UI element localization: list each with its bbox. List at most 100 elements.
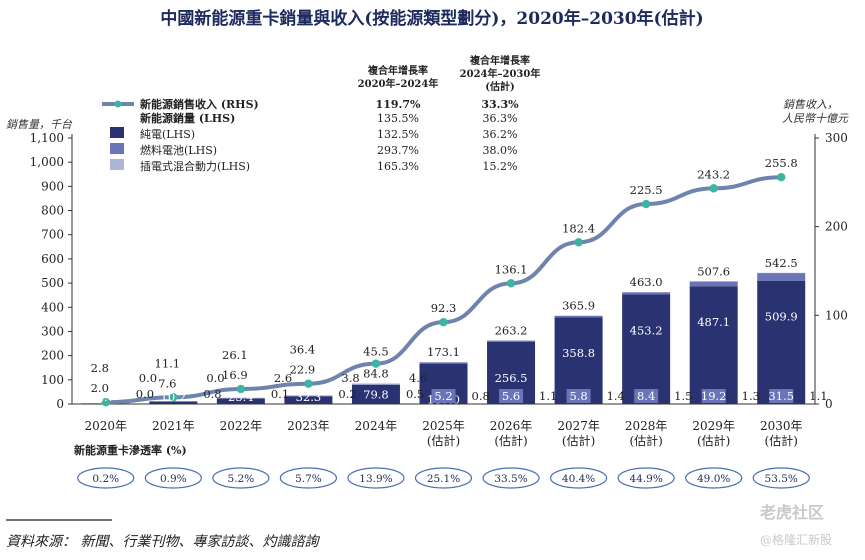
bar-fcev xyxy=(622,292,671,295)
total-value-label: 36.4 xyxy=(290,343,316,357)
x-tick-label: 2022年 xyxy=(220,419,263,433)
revenue-value-label: 182.4 xyxy=(562,221,595,235)
right-tick-label: 0 xyxy=(825,397,833,411)
left-tick-label: 600 xyxy=(41,252,64,266)
total-value-label: 263.2 xyxy=(495,323,528,337)
total-value-label: 507.6 xyxy=(697,264,730,278)
revenue-point xyxy=(371,359,381,368)
total-value-label: 84.8 xyxy=(363,366,389,380)
x-tick-label: (估計) xyxy=(765,433,798,448)
revenue-value-label: 2.0 xyxy=(91,381,109,395)
fcev-value-label: 5.2 xyxy=(434,389,452,403)
data-labels: 2.7 2.8 2.0 0.0 0.0 10.2 11.1 7.6 0.8 0.0 23.4 26.1… xyxy=(91,156,828,406)
left-tick-label: 100 xyxy=(41,373,64,387)
revenue-value-label: 243.2 xyxy=(697,167,730,181)
x-tick-label: (估計) xyxy=(697,433,730,448)
bev-value-label: 487.1 xyxy=(697,315,730,329)
cagr-col2-head-line1: 複合年增長率 xyxy=(469,54,530,67)
penetration-value: 44.9% xyxy=(629,473,662,485)
penetration-value: 5.2% xyxy=(228,473,255,485)
total-value-label: 26.1 xyxy=(222,348,248,362)
right-tick-label: 200 xyxy=(825,220,848,234)
legend-label: 新能源銷售收入 (RHS) xyxy=(140,97,259,111)
fcev-value-label: 0.5 xyxy=(406,387,424,401)
x-tick-label: 2023年 xyxy=(287,419,330,433)
cagr-col1-head-line1: 複合年增長率 xyxy=(367,64,428,77)
bev-value-label: 10.2 xyxy=(161,390,187,404)
x-tick-label: 2028年 xyxy=(625,419,668,433)
legend-label: 新能源銷量 (LHS) xyxy=(140,111,235,125)
legend-label: 插電式混合動力(LHS) xyxy=(140,159,250,173)
revenue-point xyxy=(304,379,313,388)
bar-bev xyxy=(689,286,738,404)
revenue-value-label: 45.5 xyxy=(363,345,389,359)
penetration-value: 49.0% xyxy=(697,473,730,485)
phev-value-label: 1.1 xyxy=(539,389,557,403)
bar-fcev xyxy=(487,340,536,342)
fcev-label-box xyxy=(769,389,794,403)
phev-value-label: 1.3 xyxy=(742,389,760,403)
chart-title: 中國新能源重卡銷量與收入(按能源類型劃分)，2020年–2030年(估計) xyxy=(160,8,703,29)
penetration-value: 0.9% xyxy=(160,473,187,485)
bev-value-label: 256.5 xyxy=(495,371,528,385)
penetration-value: 0.2% xyxy=(92,473,119,485)
cagr-value-2024-2030: 38.0% xyxy=(483,144,518,157)
penetration-value: 25.1% xyxy=(427,473,460,485)
penetration-oval xyxy=(482,467,540,489)
right-tick-label: 100 xyxy=(825,308,848,322)
cagr-value-2020-2024: 135.5% xyxy=(377,112,419,125)
bev-value-label: 32.3 xyxy=(296,390,322,404)
cagr-value-2024-2030: 36.2% xyxy=(483,128,518,141)
revenue-value-label: 7.6 xyxy=(158,376,176,390)
penetration-oval xyxy=(549,467,608,489)
revenue-point xyxy=(236,384,246,394)
fcev-value-label: 0.1 xyxy=(271,387,289,401)
left-tick-label: 900 xyxy=(41,179,64,193)
total-value-label: 365.9 xyxy=(562,298,595,312)
x-tick-label: 2021年 xyxy=(152,419,195,433)
revenue-value-label: 16.9 xyxy=(222,368,248,382)
penetration-oval xyxy=(685,467,743,489)
phev-value-label: 1.1 xyxy=(809,389,827,403)
left-tick-label: 400 xyxy=(41,300,64,314)
fcev-value-label: 31.5 xyxy=(768,389,794,403)
axes: 01002003004005006007008009001,0001,10001… xyxy=(30,131,848,448)
revenue-value-label: 22.9 xyxy=(290,363,316,377)
legend-swatch xyxy=(110,127,124,138)
watermark-text: 老虎社区 xyxy=(759,503,824,522)
bar-fcev xyxy=(419,362,468,364)
fcev-value-label: 0.2 xyxy=(338,387,356,401)
fcev-label-box xyxy=(634,389,659,403)
bar-bev xyxy=(757,280,806,404)
phev-value-label: 3.8 xyxy=(341,371,359,385)
phev-value-label: 1.5 xyxy=(674,389,692,403)
penetration-value: 53.5% xyxy=(765,473,798,485)
bev-value-label: 509.9 xyxy=(765,310,798,324)
bev-value-label: 358.8 xyxy=(562,346,595,360)
left-tick-label: 500 xyxy=(41,276,64,290)
cagr-value-2020-2024: 165.3% xyxy=(377,160,419,173)
revenue-point xyxy=(101,398,110,407)
fcev-value-label: 5.6 xyxy=(502,389,520,403)
cagr-value-2020-2024: 132.5% xyxy=(377,128,419,141)
left-tick-label: 0 xyxy=(56,397,64,411)
legend-swatch xyxy=(110,143,124,154)
left-tick-label: 800 xyxy=(41,204,64,218)
bar-phev xyxy=(284,395,333,397)
watermark-handle: @格隆汇新股 xyxy=(760,532,832,547)
cagr-col2-head-line3: (估計) xyxy=(485,80,514,93)
bar-bev xyxy=(149,401,198,404)
fcev-value-label: 0.8 xyxy=(203,387,221,401)
penetration-oval xyxy=(77,467,135,489)
penetration-value: 5.7% xyxy=(295,473,322,485)
bar-phev xyxy=(216,397,265,399)
penetration-oval xyxy=(212,467,270,489)
revenue-point xyxy=(709,184,718,193)
watermark: 老虎社区 @格隆汇新股 xyxy=(759,503,832,547)
penetration-oval xyxy=(347,467,405,489)
legend-label: 燃料電池(LHS) xyxy=(140,143,217,157)
left-tick-label: 200 xyxy=(41,349,64,363)
source-note: 資料來源： 新聞、行業刊物、專家訪談、灼識諮詢 xyxy=(6,534,320,550)
fcev-label-box xyxy=(566,389,591,403)
bev-value-label: 79.8 xyxy=(363,387,389,401)
